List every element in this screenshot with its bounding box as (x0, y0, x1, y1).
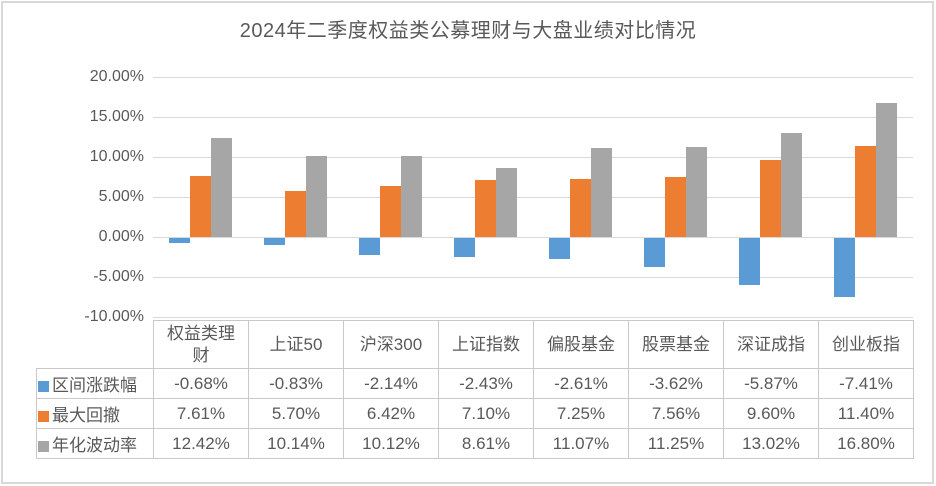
chart-bar (169, 238, 190, 244)
chart-bar (306, 155, 327, 237)
table-column-header: 股票基金 (628, 320, 724, 369)
table-value-cell: 7.10% (438, 398, 534, 429)
y-axis-tick-label: 0.00% (98, 228, 144, 245)
table-value-cell: 11.25% (628, 428, 724, 459)
table-value-cell: 8.61% (438, 428, 534, 459)
table-value-cell: 7.25% (533, 398, 629, 429)
chart-bar (834, 238, 855, 298)
table-value-cell: 12.42% (153, 428, 249, 459)
table-column-header: 上证指数 (438, 320, 534, 369)
table-value-cell: -2.61% (533, 368, 629, 399)
table-value-cell: 16.80% (818, 428, 914, 459)
table-column-header: 上证50 (248, 320, 344, 369)
y-axis-tick-label: 20.00% (89, 68, 144, 85)
table-value-cell: -0.68% (153, 368, 249, 399)
table-value-cell: 10.14% (248, 428, 344, 459)
table-row-label: 年化波动率 (36, 428, 154, 459)
y-axis-tick-label: 5.00% (98, 188, 144, 205)
table-value-cell: 9.60% (723, 398, 819, 429)
gridline (153, 157, 913, 158)
chart-bar (876, 102, 897, 237)
legend-swatch-icon (38, 441, 49, 452)
chart-bar (359, 238, 380, 256)
chart-bar (401, 156, 422, 237)
chart-bar (211, 137, 232, 237)
chart-bar (665, 176, 686, 237)
table-value-cell: -3.62% (628, 368, 724, 399)
gridline (153, 317, 913, 318)
chart-bar (570, 179, 591, 237)
chart-bar (380, 185, 401, 237)
table-row: 最大回撤 7.61% 5.70% 6.42% 7.10% 7.25% 7.56% 9.60% 1… (36, 398, 914, 429)
y-axis-tick-label: 10.00% (89, 148, 144, 165)
chart-bar (739, 238, 760, 285)
table-value-cell: -2.43% (438, 368, 534, 399)
y-axis-tick-label: -5.00% (93, 268, 144, 285)
chart-title: 2024年二季度权益类公募理财与大盘业绩对比情况 (239, 20, 697, 42)
chart-bar (855, 145, 876, 237)
table-column-header: 创业板指 (818, 320, 914, 369)
table-value-cell: 13.02% (723, 428, 819, 459)
y-axis-tick-label: -10.00% (84, 308, 144, 325)
table-column-header: 偏股基金 (533, 320, 629, 369)
table-column-header: 权益类理财 (153, 320, 249, 369)
chart-bar (644, 238, 665, 267)
series-name: 区间涨跌幅 (52, 376, 137, 395)
chart-bar (549, 238, 570, 259)
gridline (153, 117, 913, 118)
series-name: 最大回撤 (52, 406, 120, 425)
table-value-cell: -2.14% (343, 368, 439, 399)
chart-bar (264, 238, 285, 245)
legend-swatch-icon (38, 381, 49, 392)
table-row-label: 最大回撤 (36, 398, 154, 429)
gridline (153, 197, 913, 198)
table-row-label: 区间涨跌幅 (36, 368, 154, 399)
chart-bar (686, 147, 707, 237)
table-value-cell: 11.07% (533, 428, 629, 459)
legend-swatch-icon (38, 411, 49, 422)
chart-bar (285, 191, 306, 237)
table-value-cell: 6.42% (343, 398, 439, 429)
table-value-cell: 5.70% (248, 398, 344, 429)
series-name: 年化波动率 (52, 436, 137, 455)
chart-bar (475, 180, 496, 237)
gridline (153, 77, 913, 78)
chart-bar (190, 176, 211, 237)
table-row: 区间涨跌幅 -0.68% -0.83% -2.14% -2.43% -2.61% -3.62… (36, 368, 914, 399)
table-value-cell: 11.40% (818, 398, 914, 429)
gridline (153, 237, 913, 238)
gridline (153, 277, 913, 278)
table-value-cell: -5.87% (723, 368, 819, 399)
table-column-header: 沪深300 (343, 320, 439, 369)
plot-area (153, 77, 913, 318)
table-row: 年化波动率 12.42% 10.14% 10.12% 8.61% 11.07% 11.25%… (36, 428, 914, 459)
chart-bar (591, 148, 612, 237)
chart-bar (781, 132, 802, 237)
table-value-cell: -0.83% (248, 368, 344, 399)
chart-bar (454, 238, 475, 258)
table-value-cell: -7.41% (818, 368, 914, 399)
chart-bar (496, 168, 517, 237)
table-value-cell: 10.12% (343, 428, 439, 459)
table-body: 权益类理财 上证50 沪深300 上证指数 偏股基金 股票基金 深证成指 创业板指 区间涨跌幅 -… (36, 320, 914, 459)
y-axis-tick-label: 15.00% (89, 108, 144, 125)
table-corner-cell (37, 321, 154, 369)
table-value-cell: 7.61% (153, 398, 249, 429)
table-column-header: 深证成指 (723, 320, 819, 369)
chart-data-table: 权益类理财 上证50 沪深300 上证指数 偏股基金 股票基金 深证成指 创业板指 区间涨跌幅 -… (36, 320, 914, 459)
table-value-cell: 7.56% (628, 398, 724, 429)
chart-bar (760, 160, 781, 237)
